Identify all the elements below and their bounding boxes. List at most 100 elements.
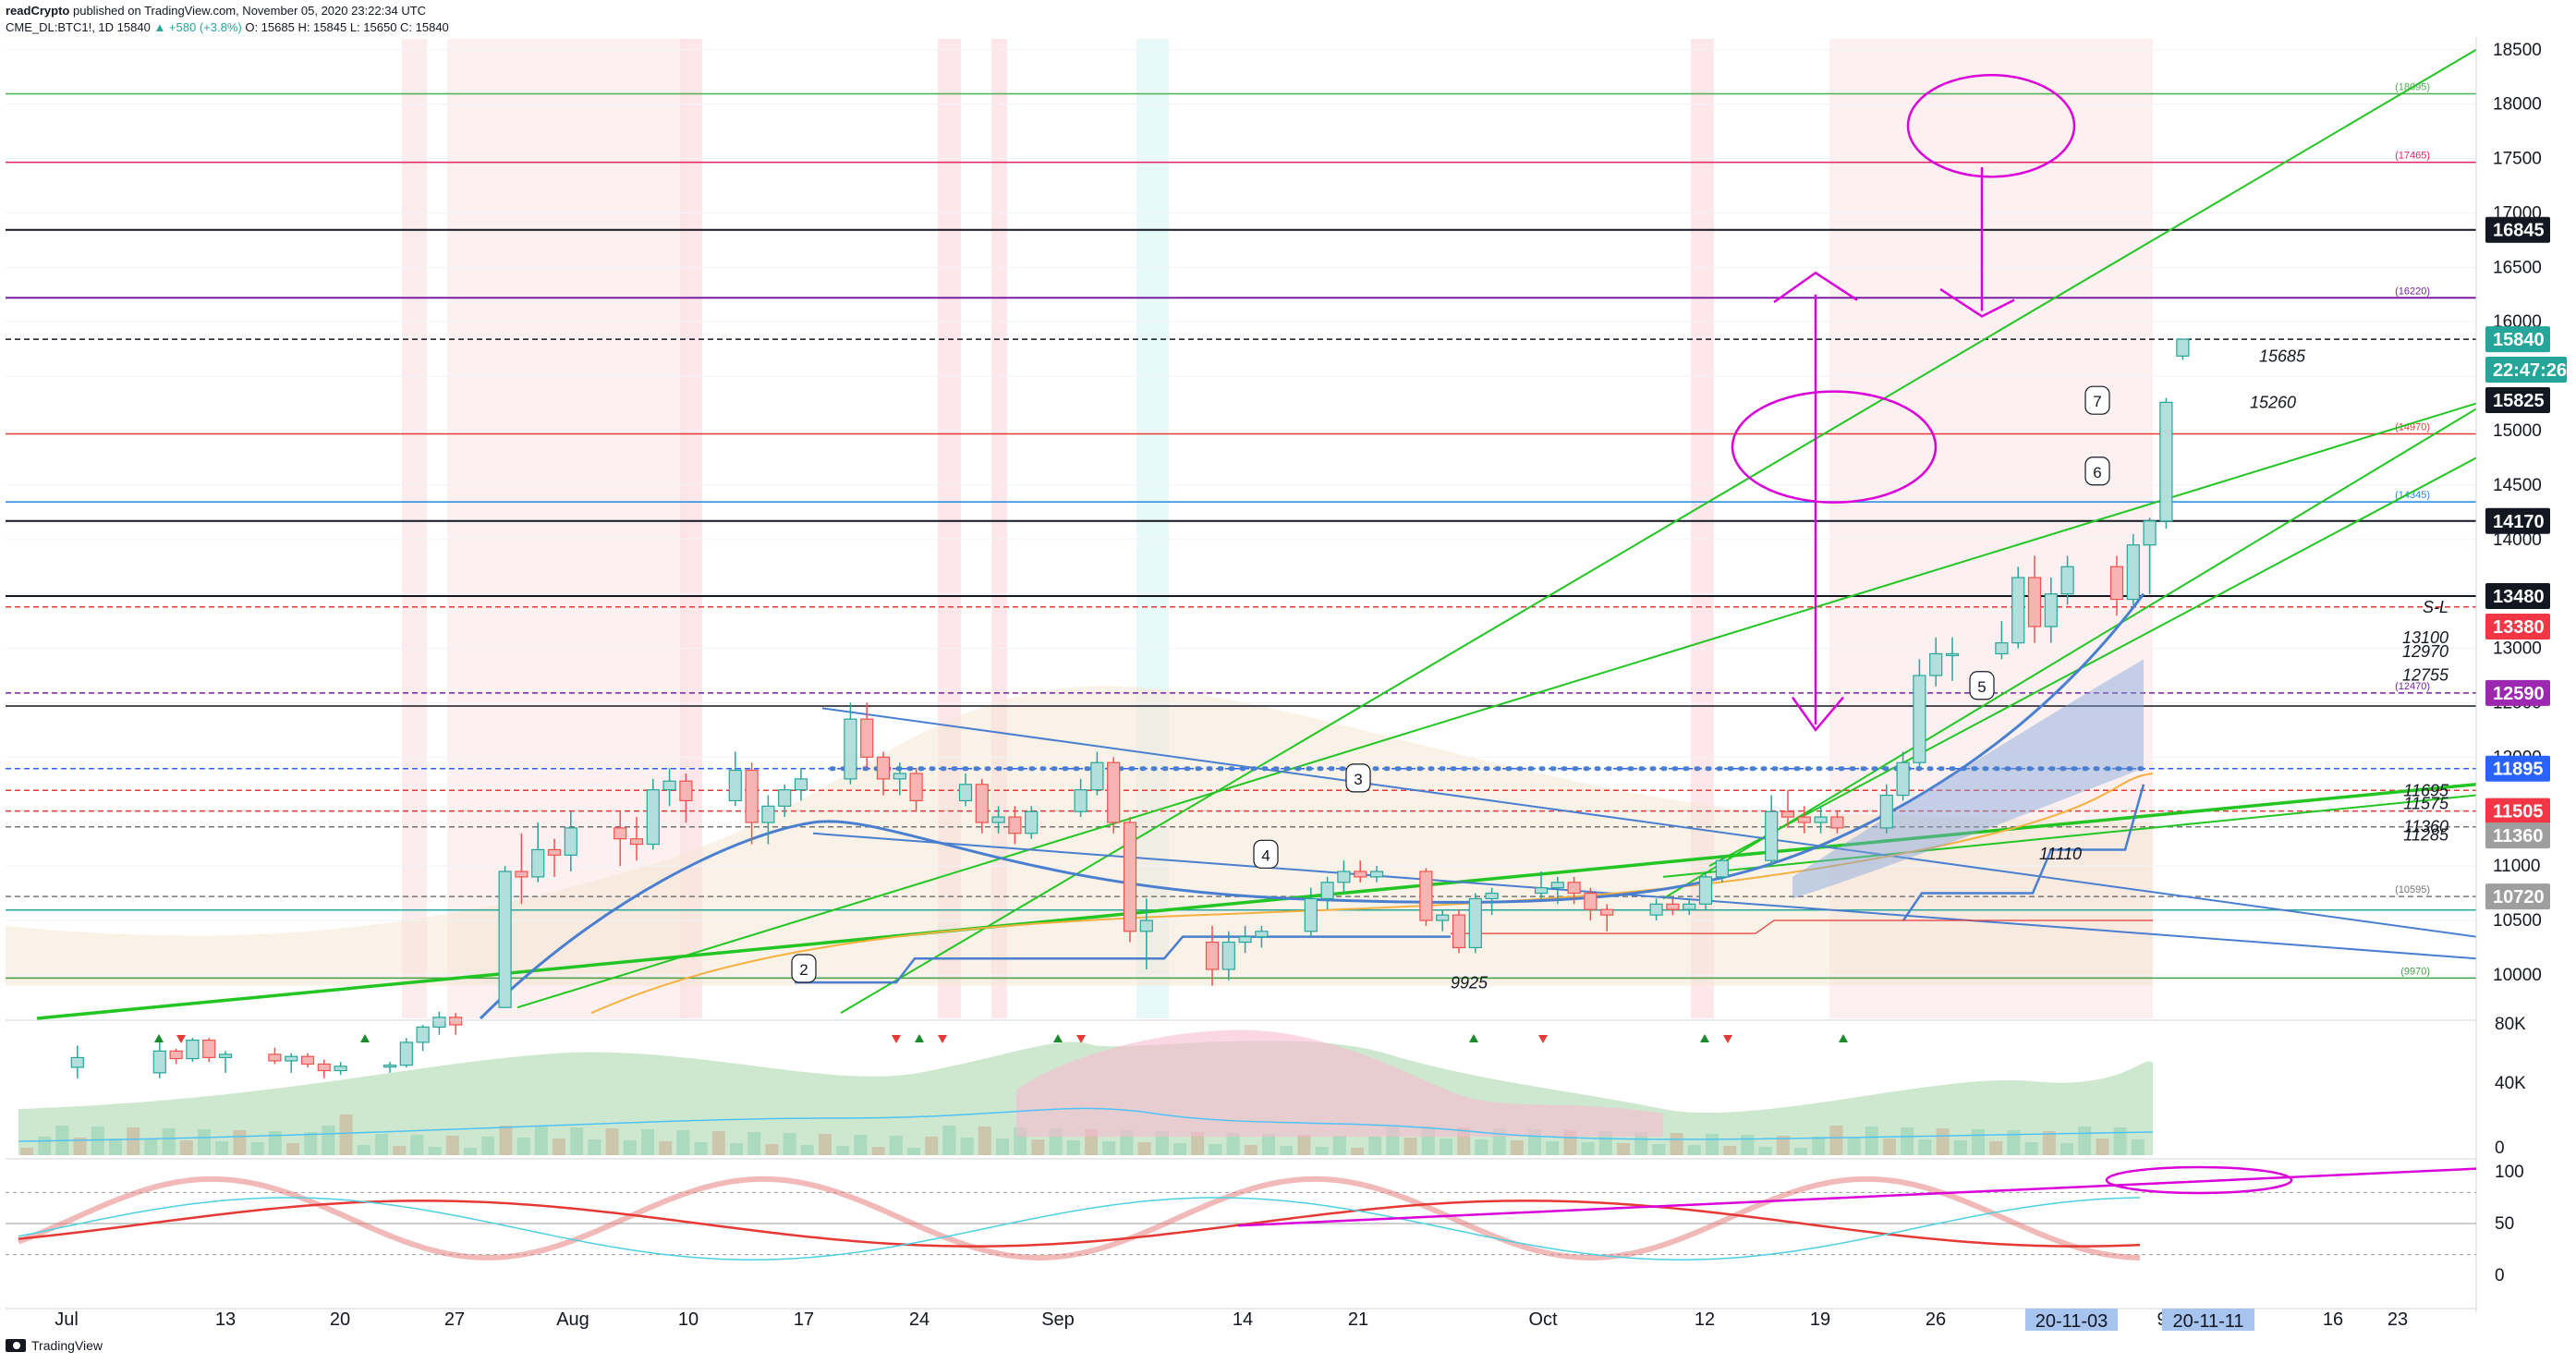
osc-trendline: [1237, 1167, 2477, 1227]
candle-body: [991, 816, 1005, 823]
candle-body: [1205, 941, 1220, 970]
candle-body: [1534, 887, 1549, 895]
callout-box: [1969, 671, 1995, 700]
price-badge: 15825: [2485, 387, 2550, 414]
candle-body: [1221, 941, 1235, 970]
volume-tick-label: 0: [2495, 1139, 2505, 1158]
wave-callout: 2: [791, 954, 817, 983]
candle-body: [218, 1053, 233, 1059]
time-tick-label: 14: [1233, 1309, 1253, 1330]
price-tick-label: 10500: [2493, 911, 2542, 931]
osc-ribbon: [17, 1175, 2141, 1260]
candle-body: [169, 1050, 183, 1060]
price-tick-label: 18000: [2493, 95, 2542, 115]
candle-body: [1830, 816, 1844, 829]
candle-body: [1780, 810, 1795, 818]
signal-down-icon: [1723, 1035, 1732, 1043]
chart-header: readCrypto published on TradingView.com,…: [0, 0, 2576, 37]
osc-signal-line: [18, 1200, 2141, 1248]
tradingview-logo-icon: [6, 1339, 26, 1352]
price-tick-label: 13000: [2493, 639, 2542, 659]
highlight-band: [402, 39, 427, 1018]
badge-label: 15825: [2493, 391, 2545, 411]
candle-body: [1765, 810, 1779, 861]
level-annotation: 13100: [2402, 628, 2448, 647]
level-label: (17465): [2395, 151, 2430, 162]
level-annotation: 9925: [1451, 974, 1488, 993]
time-tick-label: 16: [2323, 1309, 2343, 1330]
level-annotation: 11360: [2403, 818, 2448, 836]
signal-down-icon: [892, 1035, 901, 1043]
candles: [70, 338, 2190, 1078]
candle-body: [1666, 903, 1680, 910]
candle-body: [152, 1050, 166, 1074]
level-annotation: 11285: [2403, 826, 2449, 845]
signal-up-icon: [1469, 1034, 1478, 1042]
publish-date: published on TradingView.com, November 0…: [72, 4, 427, 18]
price-badge: 22:47:26: [2485, 357, 2567, 384]
signal-up-icon: [1839, 1034, 1848, 1042]
time-tick-label: 13: [215, 1309, 236, 1330]
candle-body: [1354, 871, 1367, 878]
candle-body: [416, 1026, 430, 1043]
time-tick-label: 20: [330, 1309, 350, 1330]
level-label: (10595): [2395, 884, 2430, 895]
brand-name[interactable]: TradingView: [31, 1338, 103, 1353]
candle-body: [1879, 794, 1893, 829]
last-price: 15840: [116, 20, 151, 34]
candle-body: [1945, 652, 1960, 657]
time-tick-label: Sep: [1041, 1309, 1075, 1330]
candle-body: [1419, 871, 1433, 921]
time-highlight: 20-11-03: [2025, 1309, 2118, 1331]
candle-body: [2143, 520, 2157, 546]
price-axis: 1850018000175001700016500160001550015000…: [2475, 37, 2567, 1312]
price-chart[interactable]: (18095)(17465)(16220)(14970)(14345)(1247…: [0, 37, 2576, 1331]
candle-body: [876, 756, 891, 780]
symbol-info: CME_DL:BTC1!, 1D 15840 ▲ +580 (+3.8%) O:…: [6, 20, 449, 34]
footer: TradingView: [6, 1338, 103, 1353]
price-badge: 12590: [2485, 679, 2550, 706]
level-annotation: 11695: [2403, 781, 2449, 799]
badge-bg: [2485, 798, 2550, 824]
target-ellipse-mid: [1731, 390, 1938, 504]
price-change: ▲ +580 (+3.8%): [153, 20, 242, 34]
level-annotation: 15685: [2259, 347, 2306, 365]
candle-body: [268, 1053, 282, 1062]
trend-lines: [36, 48, 2477, 1020]
price-tick-label: 11000: [2493, 857, 2540, 876]
moving-average-blue: [479, 592, 2145, 1020]
volume-tick-label: 40K: [2495, 1074, 2526, 1093]
time-axis: Jul132027Aug101724Sep1421Oct121926916232…: [6, 1308, 2476, 1331]
candle-body: [1584, 892, 1598, 910]
candle-body: [1107, 761, 1121, 823]
candle-body: [2027, 577, 2042, 627]
candle-body: [1485, 892, 1499, 900]
author-name[interactable]: readCrypto: [6, 4, 70, 18]
candle-body: [778, 789, 792, 807]
candle-body: [860, 718, 874, 758]
candle-body: [1929, 652, 1943, 676]
candle-body: [662, 780, 676, 791]
signal-down-icon: [1076, 1035, 1086, 1043]
badge-label: 12590: [2493, 684, 2545, 704]
signal-up-icon: [1700, 1034, 1709, 1042]
time-tick-label: 21: [1348, 1309, 1368, 1330]
level-annotation: 15260: [2250, 393, 2296, 411]
level-label: (9970): [2400, 966, 2430, 977]
callout-label: 2: [799, 961, 808, 979]
magenta-drawings: [1731, 73, 2076, 732]
callout-label: 3: [1354, 771, 1362, 788]
candle-body: [1255, 931, 1269, 938]
candle-body: [1683, 903, 1696, 910]
candle-body: [1008, 816, 1022, 834]
candle-body: [186, 1039, 200, 1060]
candle-body: [893, 773, 906, 780]
candle-body: [1698, 876, 1713, 905]
volume-tick-label: 80K: [2495, 1015, 2526, 1034]
symbol-name[interactable]: CME_DL:BTC1!, 1D: [6, 20, 115, 34]
badge-label: 11360: [2493, 826, 2544, 846]
badge-bg: [2485, 755, 2550, 782]
osc-tick-label: 50: [2495, 1214, 2514, 1234]
wave-callout: 7: [2084, 385, 2110, 415]
